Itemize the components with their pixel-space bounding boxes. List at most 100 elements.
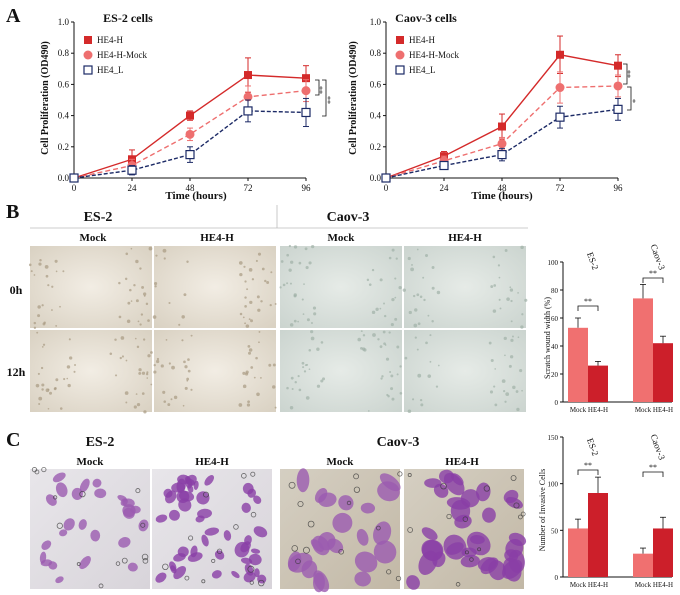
stained-cell bbox=[223, 530, 232, 541]
stained-cell bbox=[244, 535, 252, 546]
y-tick-label: 0 bbox=[555, 574, 559, 582]
membrane-pore bbox=[142, 558, 149, 564]
cell-dot bbox=[313, 312, 317, 316]
cell-dot bbox=[303, 283, 305, 285]
cell-dot bbox=[264, 279, 267, 283]
cell-dot bbox=[255, 259, 258, 262]
cell-dot bbox=[379, 345, 383, 349]
bar bbox=[633, 298, 653, 402]
cell-dot bbox=[129, 288, 132, 292]
x-tick-label: HE4-H bbox=[653, 581, 673, 589]
stained-cell bbox=[470, 535, 485, 545]
cell-dot bbox=[391, 297, 395, 302]
cell-dot bbox=[184, 365, 188, 369]
membrane-pore bbox=[462, 516, 469, 522]
cell-dot bbox=[62, 270, 65, 273]
column-label: Mock bbox=[77, 456, 105, 468]
cell-dot bbox=[504, 400, 507, 403]
cell-dot bbox=[255, 356, 258, 360]
cell-dot bbox=[258, 341, 260, 344]
cell-dot bbox=[51, 285, 54, 288]
y-tick-label: 0.0 bbox=[370, 173, 382, 183]
cell-dot bbox=[173, 395, 178, 400]
membrane-pore bbox=[307, 520, 315, 528]
sig-bracket bbox=[627, 86, 632, 111]
stained-cell bbox=[92, 478, 102, 488]
x-tick-label: Mock bbox=[635, 406, 652, 414]
membrane-pore bbox=[79, 490, 86, 498]
cell-dot bbox=[35, 383, 40, 388]
cell-dot bbox=[142, 338, 146, 341]
cell-dot bbox=[143, 410, 147, 414]
cell-dot bbox=[59, 305, 61, 308]
stained-cell bbox=[243, 571, 256, 583]
stained-cell bbox=[59, 529, 68, 537]
stained-cell bbox=[122, 498, 135, 508]
cell-dot bbox=[146, 371, 149, 374]
x-tick-label: 96 bbox=[302, 183, 312, 193]
data-point bbox=[555, 83, 565, 93]
stained-cell bbox=[195, 515, 205, 523]
cell-dot bbox=[49, 391, 53, 395]
cell-dot bbox=[394, 317, 398, 321]
column-label: HE4-H bbox=[195, 456, 229, 468]
stained-cell bbox=[138, 519, 149, 532]
membrane-pore bbox=[241, 473, 247, 479]
stained-cell bbox=[338, 495, 354, 511]
cell-dot bbox=[509, 288, 514, 292]
y-tick-label: 0.2 bbox=[370, 142, 381, 152]
cell-dot bbox=[245, 370, 249, 374]
stained-cell bbox=[360, 502, 376, 514]
x-tick-label: HE4-H bbox=[588, 581, 608, 589]
cell-dot bbox=[291, 387, 294, 391]
cell-dot bbox=[135, 393, 138, 395]
cell-dot bbox=[147, 319, 150, 322]
stained-cell bbox=[178, 491, 195, 502]
cell-dot bbox=[127, 301, 131, 305]
membrane-pore bbox=[520, 511, 526, 517]
cell-dot bbox=[248, 318, 251, 321]
cell-dot bbox=[494, 403, 498, 407]
membrane-pore bbox=[295, 558, 301, 565]
cell-dot bbox=[436, 290, 441, 295]
legend-marker bbox=[395, 65, 405, 75]
cell-dot bbox=[125, 252, 129, 256]
cell-dot bbox=[404, 356, 408, 360]
stained-cell bbox=[45, 494, 57, 506]
cell-dot bbox=[153, 370, 157, 374]
membrane-pore bbox=[469, 557, 474, 562]
y-tick-label: 0 bbox=[555, 399, 559, 407]
cell-dot bbox=[118, 281, 121, 285]
cell-dot bbox=[253, 376, 256, 379]
wound-image bbox=[404, 330, 526, 412]
legend-marker bbox=[84, 36, 92, 44]
cell-dot bbox=[517, 292, 519, 294]
cell-dot bbox=[431, 286, 435, 290]
cell-dot bbox=[372, 333, 376, 337]
cell-dot bbox=[138, 371, 142, 375]
cell-dot bbox=[379, 307, 382, 310]
x-tick-label: 0 bbox=[384, 183, 389, 193]
cell-dot bbox=[368, 283, 372, 286]
legend-label: HE4-H bbox=[409, 35, 435, 45]
cell-dot bbox=[389, 370, 392, 373]
membrane-pore bbox=[247, 565, 255, 573]
cell-dot bbox=[138, 368, 142, 372]
cell-dot bbox=[135, 259, 139, 264]
cell-line-label-caov3: Caov-3 bbox=[327, 210, 370, 225]
cell-dot bbox=[388, 331, 391, 334]
membrane-pore bbox=[258, 579, 265, 587]
cell-dot bbox=[42, 322, 46, 326]
cell-dot bbox=[505, 392, 510, 397]
cell-line-label-caov3: Caov-3 bbox=[377, 435, 420, 450]
stained-cell bbox=[39, 551, 47, 564]
cell-dot bbox=[504, 354, 506, 357]
cell-dot bbox=[261, 267, 265, 271]
cell-dot bbox=[38, 396, 43, 401]
stained-cell bbox=[433, 483, 449, 498]
data-point bbox=[243, 92, 253, 102]
stained-cell bbox=[373, 540, 397, 564]
membrane-pore bbox=[483, 485, 490, 492]
column-label: HE4-H bbox=[445, 456, 479, 468]
